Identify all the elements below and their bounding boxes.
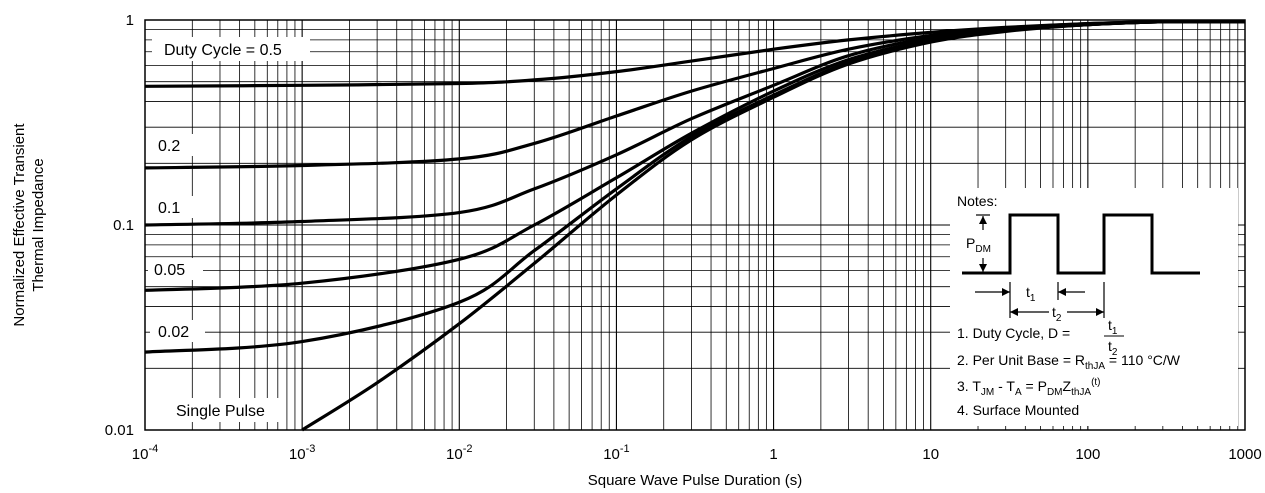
t2-label-bg [1049, 302, 1067, 322]
y-tick-label: 0.01 [105, 422, 134, 439]
series-line-5 [301, 19, 1246, 432]
series-label-single-pulse: Single Pulse [176, 403, 265, 420]
note-line-4: 4. Surface Mounted [957, 402, 1079, 418]
x-tick-label: 10-1 [603, 443, 629, 463]
pdm-arrowhead-bottom [979, 264, 987, 272]
x-tick-label: 10-2 [446, 443, 472, 463]
x-tick-label: 10-4 [132, 443, 158, 463]
note-line-1-denominator: t2 [1108, 338, 1118, 358]
x-tick-labels: 10-4 10-3 10-2 10-1 1 10 100 1000 [132, 443, 1262, 463]
label-bg-0.05 [148, 258, 203, 280]
grid-lines [145, 20, 1245, 430]
t1-arrowhead-left [1002, 288, 1010, 296]
notes-title: Notes: [957, 193, 997, 209]
t1-label: t1 [1026, 284, 1036, 304]
y-tick-label: 0.1 [113, 217, 134, 234]
y-tick-label: 1 [126, 12, 134, 29]
series-label-0.02: 0.02 [158, 324, 189, 341]
label-bg-single [168, 398, 286, 422]
y-axis-label-line1: Normalized Effective Transient [11, 123, 28, 327]
series-curves [144, 19, 1246, 432]
series-label-0.05: 0.05 [154, 262, 185, 279]
x-tick-label: 10-3 [289, 443, 315, 463]
pdm-arrowhead-top [979, 216, 987, 224]
series-label-0.2: 0.2 [158, 138, 180, 155]
x-axis-label: Square Wave Pulse Duration (s) [588, 472, 803, 489]
note-line-1: 1. Duty Cycle, D = [957, 325, 1070, 341]
pulse-waveform [962, 213, 1200, 275]
t2-arrowhead-right [1096, 308, 1104, 316]
label-bg-0.2 [150, 134, 196, 156]
label-bg-0.1 [150, 196, 196, 218]
t2-arrowhead-left [1010, 308, 1018, 316]
x-tick-label: 10 [922, 446, 939, 463]
x-tick-label: 1000 [1228, 446, 1261, 463]
pdm-label: PDM [966, 235, 991, 255]
series-label-0.1: 0.1 [158, 200, 180, 217]
note-line-3: 3. TJM - TA = PDMZthJA(t) [957, 377, 1101, 398]
t1-arrowhead-right [1058, 288, 1066, 296]
notes-background [950, 188, 1238, 426]
y-tick-labels: 1 0.1 0.01 [105, 12, 134, 439]
note-line-2: 2. Per Unit Base = RthJA = 110 °C/W [957, 352, 1181, 372]
y-axis-label-line2: Thermal Impedance [30, 158, 47, 291]
label-bg-0.5 [152, 37, 310, 61]
label-bg-0.02 [150, 320, 205, 342]
note-line-1-numerator: t1 [1108, 317, 1118, 337]
x-tick-label: 100 [1075, 446, 1100, 463]
notes-box: Notes: PDM t1 t2 1. Duty Cycle, D = t1 t… [950, 188, 1238, 426]
t2-label: t2 [1052, 304, 1062, 324]
x-tick-label: 1 [769, 446, 777, 463]
series-label-0.5: Duty Cycle = 0.5 [164, 42, 282, 59]
